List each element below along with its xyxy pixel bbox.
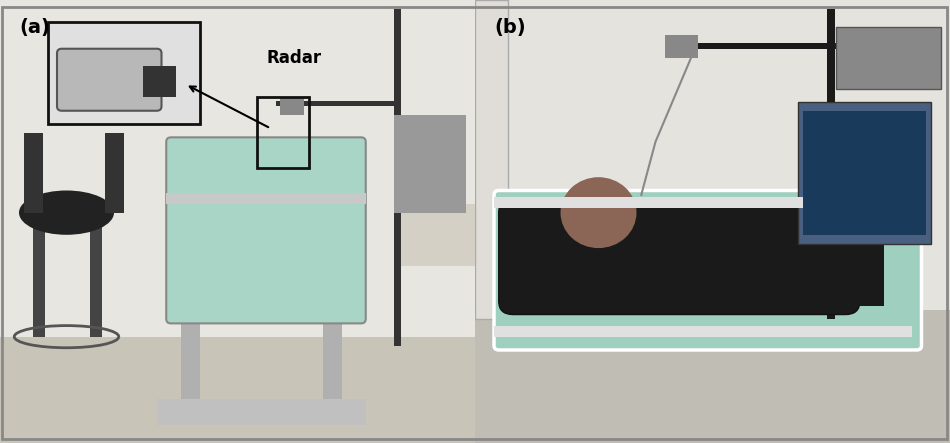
Text: (b): (b) [494, 18, 525, 37]
Bar [0, 0, 475, 346]
Bar [180, 310, 200, 408]
FancyBboxPatch shape [499, 199, 860, 315]
Bar [665, 35, 698, 58]
Bar [394, 115, 466, 213]
Bar [48, 22, 199, 124]
FancyBboxPatch shape [57, 49, 162, 111]
Bar [475, 0, 950, 319]
Circle shape [560, 177, 637, 248]
Bar [475, 310, 950, 443]
Bar [826, 9, 835, 319]
Text: Radar: Radar [267, 49, 322, 66]
FancyBboxPatch shape [494, 190, 922, 350]
Text: (a): (a) [19, 18, 49, 37]
FancyBboxPatch shape [166, 137, 366, 323]
Bar [803, 111, 926, 235]
Bar [665, 43, 836, 49]
Bar [323, 310, 342, 408]
Bar [394, 204, 475, 266]
Bar [280, 97, 304, 115]
Bar [256, 97, 309, 168]
Bar [760, 222, 884, 306]
Bar [494, 326, 912, 337]
Bar [394, 9, 401, 346]
Bar [166, 193, 366, 204]
Bar [90, 208, 103, 337]
Bar [142, 66, 176, 97]
Bar [494, 197, 912, 208]
Bar [798, 102, 931, 244]
Bar [33, 208, 46, 337]
Bar [276, 101, 399, 106]
Ellipse shape [19, 190, 114, 235]
Bar [475, 0, 508, 319]
Bar [157, 399, 366, 425]
Bar [104, 133, 124, 213]
Bar [24, 133, 43, 213]
Bar [836, 27, 940, 89]
Bar [0, 337, 475, 443]
